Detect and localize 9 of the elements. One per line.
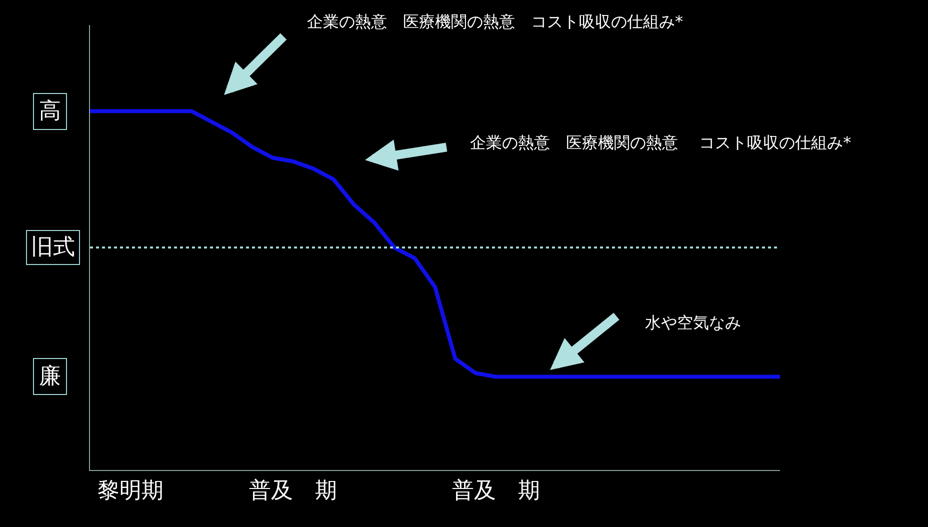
x-tick-label: 黎明期 (98, 478, 164, 504)
annotation: 水や空気なみ (645, 313, 741, 332)
text: 企業の熱意 医療機関の熱意 コスト吸収の仕組み* (307, 12, 683, 31)
annotation: 企業の熱意 医療機関の熱意 コスト吸収の仕組み* (470, 133, 852, 152)
ref-line-label: 旧式 (31, 235, 75, 260)
x-tick-label: 普及 期 (452, 478, 540, 504)
text: 高 (39, 99, 61, 124)
text: 廉 (39, 364, 61, 389)
x-tick-label: 普及 期 (248, 478, 337, 504)
